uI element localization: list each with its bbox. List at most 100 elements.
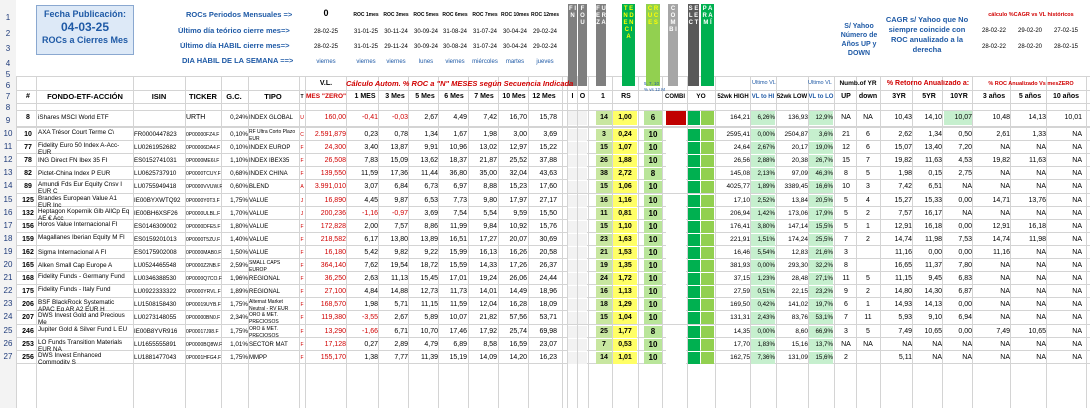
row-8-select <box>688 234 700 246</box>
bench-roc-6: 15,78 <box>539 114 557 121</box>
row-8-roc-5: 20,07 <box>509 236 527 243</box>
row-17-name: DWS Invest Enhanced Commodity S <box>38 352 102 364</box>
roc-anualizado-label: % ROC Anualizado Vs mesZERO <box>988 81 1074 87</box>
row-number[interactable]: 22 <box>3 286 13 295</box>
row-number[interactable]: 24 <box>3 312 13 321</box>
grid-col-line <box>221 76 222 408</box>
row-number[interactable]: 14 <box>3 181 13 190</box>
row-number[interactable]: 9 <box>5 116 11 125</box>
row-4-name: Amundi Fds Eur Equity Cnsv I EUR C <box>38 181 122 193</box>
row-number[interactable]: 11 <box>3 142 13 151</box>
row-0-gc: 0,10% <box>230 131 248 138</box>
row-5-anos-0: 14,71 <box>992 197 1010 204</box>
row-number[interactable]: 16 <box>3 208 13 217</box>
teorico-1: 30-11-24 <box>384 29 408 35</box>
row-6-rs: 0,81 <box>613 208 637 220</box>
row-12-52wk-low: 22,15 <box>791 288 808 295</box>
row-17-52wk-high: 162,75 <box>730 354 750 361</box>
row-4-anos-2: NA <box>1072 183 1082 190</box>
row-14-52wk-low: 83,76 <box>791 314 808 321</box>
row-1-ticker: 0P00006DA4.F <box>186 145 221 151</box>
row-4-t: A <box>300 184 304 190</box>
row-1-t: F <box>300 145 304 151</box>
row-6-combi <box>666 208 686 220</box>
bench-vl-lo: 12,9% <box>809 111 833 125</box>
row-17-roc-6: 16,23 <box>539 354 557 361</box>
bench-select <box>688 111 700 125</box>
row-number[interactable]: 26 <box>3 339 13 348</box>
col-anos-2: 10 años <box>1052 93 1080 100</box>
row-number[interactable]: 1 <box>5 13 11 22</box>
row-number[interactable]: 6 <box>5 81 11 90</box>
row-2-rs: 1,88 <box>613 155 637 167</box>
row-11-anos-0: NA <box>1000 275 1010 282</box>
row-10-isin: LU0524465548 <box>134 262 177 269</box>
row-8-ticker-main <box>186 234 222 246</box>
vs-12m: % vs 12 M <box>644 88 666 92</box>
row-12-roc-5: 14,49 <box>509 288 527 295</box>
col-mes-6: 12 Mes <box>532 93 556 100</box>
row-0-yr-2: 0,50 <box>958 131 972 138</box>
row-number[interactable]: 21 <box>3 273 13 282</box>
row-number[interactable]: 23 <box>3 299 13 308</box>
row-number[interactable]: 15 <box>3 195 13 204</box>
col-mes-zero: MES "ZERO" <box>306 93 346 100</box>
row-7-i <box>568 221 577 233</box>
row-number[interactable]: 10 <box>3 129 13 138</box>
row-7-up: 5 <box>844 223 848 230</box>
grid-col-line <box>305 76 306 408</box>
grid-col-line <box>185 76 186 408</box>
row-1-roc-6: 15,22 <box>539 144 557 151</box>
row-number[interactable]: 20 <box>3 260 13 269</box>
row-number[interactable]: 17 <box>3 221 13 230</box>
row-13-yr-2: 0,00 <box>958 301 972 308</box>
row-10-roc-3: 15,59 <box>449 262 467 269</box>
row-6-roc-6: 15,50 <box>539 210 557 217</box>
row-2-anos-0: 19,82 <box>992 157 1010 164</box>
row-number[interactable]: 3 <box>5 44 11 53</box>
row-7-o <box>578 221 587 233</box>
row-number[interactable]: 25 <box>3 326 13 335</box>
row-0-ticker: 0P00000FZ4.F <box>186 132 220 138</box>
row-17-anos-2: NA <box>1072 354 1082 361</box>
bench-cruces: 6 <box>644 111 662 125</box>
title-box: Fecha Publicación: 04-03-25 ROCs a Cierr… <box>36 5 134 55</box>
row-14-anos-0: NA <box>1000 314 1010 321</box>
row-14-yo <box>701 312 714 324</box>
row-1-one: 15 <box>596 142 612 154</box>
row-16-t: F <box>300 342 304 348</box>
row-number[interactable]: 5 <box>5 70 11 79</box>
row-14-up: 7 <box>844 314 848 321</box>
grid-col-line <box>567 76 568 408</box>
row-14-name: DWS Invest Gold and Precious Me <box>38 312 125 324</box>
grid-col-line <box>662 76 663 408</box>
row-9-i <box>568 247 577 259</box>
row-number[interactable]: 7 <box>5 92 11 101</box>
row-number[interactable]: 4 <box>5 59 11 68</box>
row-2-vl-lo: 26,7% <box>809 155 833 167</box>
row-number[interactable]: 13 <box>3 168 13 177</box>
row-number[interactable]: 12 <box>3 155 13 164</box>
row-0-anos-1: 1,33 <box>1032 131 1046 138</box>
row-3-tipo: INDEX CHINA <box>249 171 288 177</box>
row-6-roc-1: -0,97 <box>392 210 408 217</box>
label-teorico: Último día teórico cierre mes=> <box>178 27 290 35</box>
row-number[interactable]: 8 <box>5 103 11 112</box>
row-number[interactable]: 19 <box>3 247 13 256</box>
row-number[interactable]: 27 <box>3 352 13 361</box>
row-number[interactable]: 2 <box>5 29 11 38</box>
bench-anos-1: 14,13 <box>1028 114 1046 121</box>
row-3-isin: LU0625737910 <box>134 170 177 177</box>
row-6-isin: IE00BH6XSF26 <box>134 210 178 217</box>
row-2-name: ING Direct FN Ibex 35 FI <box>38 157 108 164</box>
row-16-yr-2: NA <box>962 341 972 348</box>
row-number[interactable]: 18 <box>3 234 13 243</box>
row-3-combi <box>666 168 686 180</box>
row-0-52wk-high: 2595,41 <box>726 131 751 138</box>
row-15-52wk-high: 14,35 <box>733 328 750 335</box>
row-7-ticker: 0P0000DFE5.F <box>186 224 221 230</box>
row-10-select <box>688 260 700 272</box>
row-8-down: 2 <box>866 236 870 243</box>
row-14-rs: 1,04 <box>613 312 637 324</box>
row-7-rs: 1,10 <box>613 221 637 233</box>
